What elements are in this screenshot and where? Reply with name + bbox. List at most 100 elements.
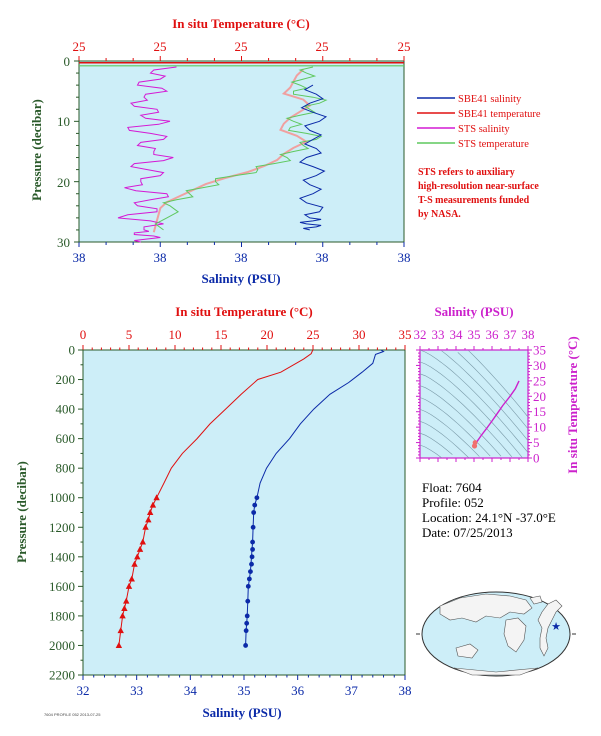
salinity-marker xyxy=(251,510,257,515)
temperature-marker xyxy=(121,605,128,612)
salinity-marker xyxy=(243,628,249,634)
top-sal-tick: 38 xyxy=(235,250,248,265)
density-contour xyxy=(468,350,529,418)
main-sal-tick-label: 34 xyxy=(184,683,198,698)
main-temp-tick-label: 10 xyxy=(169,327,182,342)
ts-temperature-axis-title: In situ Temperature (°C) xyxy=(565,336,580,474)
float-location-star: ★ xyxy=(551,621,561,633)
ts-diagram-panel: Salinity (PSU) 32 33 34 35 36 37 38 0510152025… xyxy=(414,304,581,474)
legend-label-sts-temperature: STS temperature xyxy=(458,139,529,150)
main-panel-ticks xyxy=(78,345,406,680)
top-temperature-axis-title: In situ Temperature (°C) xyxy=(172,16,310,31)
salinity-marker xyxy=(246,576,252,582)
main-pressure-tick-label: 1400 xyxy=(49,549,75,564)
top-pressure-tick-labels: 0 10 20 30 xyxy=(57,54,70,250)
main-temperature-axis-title: In situ Temperature (°C) xyxy=(175,304,313,319)
top-panel-ticks xyxy=(74,56,405,247)
top-temp-tick: 25 xyxy=(316,39,329,54)
ts-temp-tick-label: 15 xyxy=(533,404,546,419)
temperature-marker xyxy=(131,560,138,567)
main-sal-tick-label: 37 xyxy=(345,683,359,698)
salinity-marker xyxy=(248,569,253,574)
top-pressure-tick: 20 xyxy=(57,175,70,190)
main-temp-tick-label: 30 xyxy=(353,327,366,342)
temperature-marker xyxy=(117,627,124,634)
main-pressure-axis-title: Pressure (decibar) xyxy=(14,461,29,563)
main-pressure-tick-label: 1000 xyxy=(49,490,75,505)
salinity-marker xyxy=(249,554,255,560)
ts-temp-tick-label: 30 xyxy=(533,358,546,373)
density-contour xyxy=(419,349,529,453)
main-salinity-tick-labels: 32 33 34 35 36 37 38 xyxy=(77,683,412,698)
top-pressure-axis-title: Pressure (decibar) xyxy=(29,99,44,201)
top-temp-tick: 25 xyxy=(154,39,167,54)
legend-label-sbe41-temperature: SBE41 temperature xyxy=(458,109,541,120)
main-pressure-tick-label: 1600 xyxy=(49,579,75,594)
ts-temp-tick-label: 25 xyxy=(533,373,546,388)
top-sal-tick: 38 xyxy=(398,250,411,265)
full-profile-panel: In situ Temperature (°C) 0 5 10 15 20 25 30 35 … xyxy=(14,304,412,720)
ts-temp-tick-label: 20 xyxy=(533,389,546,404)
density-contour xyxy=(419,361,523,459)
ts-salinity-axis-title: Salinity (PSU) xyxy=(434,304,513,319)
density-contour xyxy=(419,444,442,458)
main-sal-tick-label: 33 xyxy=(130,683,143,698)
sts-temperature-line xyxy=(154,66,328,231)
main-pressure-tick-label: 600 xyxy=(56,431,76,446)
density-contour xyxy=(419,421,469,458)
top-temp-tick: 25 xyxy=(398,39,411,54)
temperature-marker xyxy=(153,494,160,501)
ts-temp-tick-label: 0 xyxy=(533,451,540,466)
ts-temp-tick-label: 5 xyxy=(533,435,540,450)
land-australia xyxy=(455,643,479,659)
date: Date: 07/25/2013 xyxy=(422,525,513,540)
sts-note: STS refers to auxiliary high-resolution … xyxy=(418,167,539,220)
sts-temperature-trace-pink xyxy=(152,68,312,233)
ts-sal-tick-label: 34 xyxy=(450,327,464,342)
main-temp-tick-label: 0 xyxy=(80,327,87,342)
main-sal-tick-label: 38 xyxy=(399,683,412,698)
salinity-marker xyxy=(249,561,254,567)
land-antarctica xyxy=(453,667,539,676)
density-contour xyxy=(441,350,529,441)
salinity-marker xyxy=(243,643,249,648)
location: Location: 24.1°N -37.0°E xyxy=(422,510,556,525)
density-contour xyxy=(419,432,453,455)
main-pressure-tick-label: 800 xyxy=(56,461,76,476)
full-profile-plot-area xyxy=(82,349,406,676)
main-sal-tick-label: 36 xyxy=(291,683,305,698)
main-pressure-tick-label: 400 xyxy=(56,402,76,417)
salinity-marker xyxy=(250,547,255,552)
density-contour xyxy=(419,385,502,457)
sts-note-line: STS refers to auxiliary xyxy=(418,167,515,178)
main-temperature-tick-labels: 0 5 10 15 20 25 30 35 xyxy=(80,327,412,342)
main-temp-tick-label: 20 xyxy=(261,327,274,342)
top-sal-tick: 38 xyxy=(73,250,86,265)
density-contour xyxy=(419,373,513,457)
main-salinity-axis-title: Salinity (PSU) xyxy=(202,705,281,720)
top-temp-tick: 25 xyxy=(235,39,248,54)
temperature-marker xyxy=(115,641,123,648)
temperature-marker xyxy=(149,501,157,508)
profile-number: Profile: 052 xyxy=(422,495,484,510)
sts-note-line: T-S measurements funded xyxy=(418,195,530,206)
top-pressure-tick: 10 xyxy=(57,114,70,129)
salinity-marker xyxy=(250,524,256,530)
main-temp-tick-label: 25 xyxy=(307,327,320,342)
land-africa xyxy=(503,617,527,653)
main-pressure-tick-label: 1800 xyxy=(49,608,75,623)
main-pressure-tick-label: 1200 xyxy=(49,520,75,535)
density-contour xyxy=(419,397,491,457)
main-temp-tick-label: 15 xyxy=(215,327,228,342)
temperature-marker xyxy=(119,612,126,619)
ts-sal-tick-label: 38 xyxy=(522,327,535,342)
density-contours xyxy=(419,349,529,459)
ts-temp-tick-label: 10 xyxy=(533,420,546,435)
legend-label-sbe41-salinity: SBE41 salinity xyxy=(458,94,522,105)
land-americas xyxy=(537,599,563,657)
ts-panel-ticks xyxy=(416,346,532,462)
temperature-marker xyxy=(128,575,135,582)
main-pressure-tick-label: 0 xyxy=(69,343,76,358)
land-eurasia xyxy=(439,593,533,623)
